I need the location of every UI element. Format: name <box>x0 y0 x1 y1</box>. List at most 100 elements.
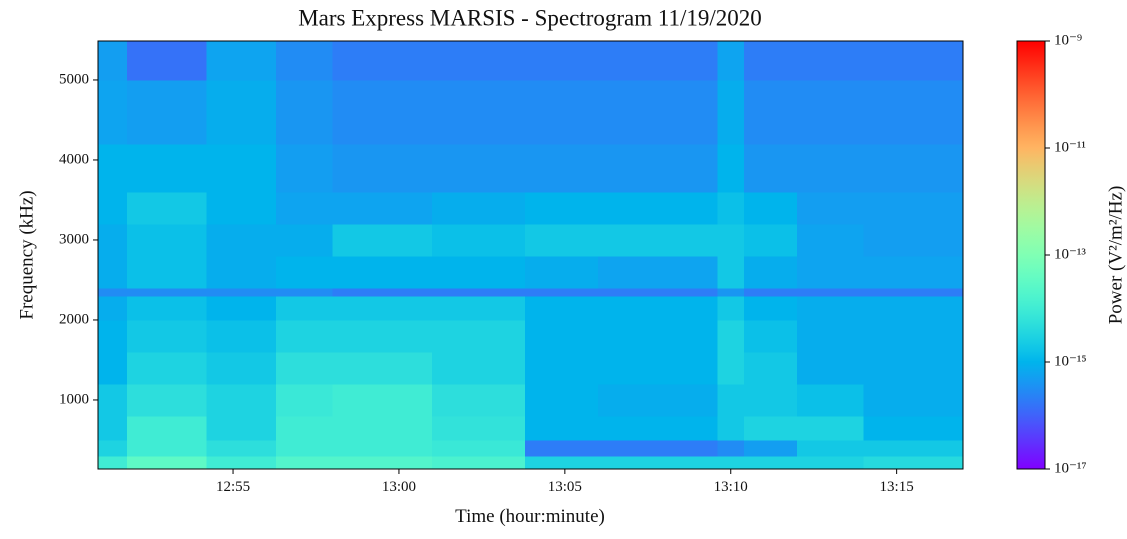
heatmap-cell <box>744 383 798 417</box>
heatmap-cell <box>98 415 128 441</box>
heatmap-cell <box>797 319 864 353</box>
heatmap-cell <box>98 351 128 385</box>
heatmap-cell <box>98 439 128 457</box>
heatmap-cell <box>276 191 334 225</box>
heatmap-cell <box>525 351 599 385</box>
heatmap-cell <box>525 319 599 353</box>
heatmap-cell <box>863 79 964 145</box>
x-tick-label: 13:15 <box>880 479 914 495</box>
heatmap-cell <box>717 439 745 457</box>
heatmap-cell <box>717 383 745 417</box>
colorbar-tick-label: 10⁻¹¹ <box>1054 139 1086 155</box>
heatmap-cell <box>276 255 334 289</box>
heatmap-cell <box>598 255 718 289</box>
heatmap-cell <box>863 287 964 297</box>
y-tick-label: 5000 <box>59 71 89 87</box>
heatmap-cell <box>98 191 128 225</box>
heatmap-cell <box>332 415 433 441</box>
heatmap-cell <box>598 455 718 470</box>
heatmap-cell <box>863 351 964 385</box>
heatmap-cell <box>276 143 334 193</box>
heatmap-cell <box>797 455 864 470</box>
heatmap-cell <box>525 79 599 145</box>
heatmap-cell <box>332 319 433 353</box>
y-tick-label: 4000 <box>59 151 89 167</box>
heatmap-cell <box>206 191 277 225</box>
heatmap-cell <box>98 455 128 470</box>
heatmap-cell <box>797 41 864 81</box>
x-tick-label: 13:00 <box>382 479 416 495</box>
heatmap-cell <box>126 351 207 385</box>
heatmap-cell <box>717 287 745 297</box>
heatmap-cell <box>126 295 207 321</box>
plot-frame <box>97 40 964 470</box>
heatmap-cell <box>797 79 864 145</box>
heatmap-cell <box>98 319 128 353</box>
heatmap-cell <box>206 455 277 470</box>
heatmap-cell <box>744 287 798 297</box>
heatmap-cell <box>598 383 718 417</box>
colorbar-label: Power (V²/m²/Hz) <box>1105 186 1126 325</box>
heatmap-cell <box>598 79 718 145</box>
y-tick-label: 3000 <box>59 231 89 247</box>
heatmap-cell <box>432 255 526 289</box>
x-tick-label: 12:55 <box>216 479 250 495</box>
y-tick-label: 1000 <box>59 391 89 407</box>
heatmap-cell <box>206 143 277 193</box>
heatmap-cell <box>744 255 798 289</box>
heatmap-cell <box>206 351 277 385</box>
heatmap-cell <box>797 255 864 289</box>
heatmap-cell <box>332 383 433 417</box>
heatmap-cell <box>98 383 128 417</box>
heatmap-cell <box>126 191 207 225</box>
heatmap-cell <box>432 191 526 225</box>
heatmap-cell <box>98 223 128 257</box>
heatmap-cell <box>98 79 128 145</box>
heatmap-cell <box>598 191 718 225</box>
heatmap-cell <box>525 287 599 297</box>
heatmap-cell <box>863 415 964 441</box>
colorbar-tick-label: 10⁻⁹ <box>1054 32 1082 48</box>
heatmap-cell <box>332 439 433 457</box>
colorbar <box>1016 40 1046 470</box>
heatmap-cell <box>717 351 745 385</box>
heatmap-cell <box>332 351 433 385</box>
heatmap-cell <box>206 415 277 441</box>
heatmap-cell <box>525 41 599 81</box>
heatmap-cell <box>206 41 277 81</box>
heatmap-cell <box>98 295 128 321</box>
heatmap-cell <box>126 415 207 441</box>
heatmap-cell <box>744 439 798 457</box>
heatmap-cell <box>717 415 745 441</box>
heatmap-cell <box>744 191 798 225</box>
heatmap-cell <box>432 287 526 297</box>
heatmap-cell <box>717 223 745 257</box>
heatmap-cell <box>126 319 207 353</box>
heatmap-cell <box>206 319 277 353</box>
heatmap-cell <box>797 351 864 385</box>
heatmap-cell <box>717 295 745 321</box>
heatmap-cell <box>598 295 718 321</box>
heatmap-cell <box>863 223 964 257</box>
heatmap-cell <box>332 255 433 289</box>
x-tick-label: 13:05 <box>548 479 582 495</box>
heatmap-cell <box>432 223 526 257</box>
heatmap-cell <box>276 79 334 145</box>
heatmap-cell <box>744 455 798 470</box>
heatmap-cell <box>717 255 745 289</box>
heatmap-cell <box>98 41 128 81</box>
heatmap-cell <box>432 415 526 441</box>
heatmap-cell <box>332 143 433 193</box>
heatmap-cell <box>432 455 526 470</box>
heatmap-cell <box>432 319 526 353</box>
heatmap-cell <box>98 287 128 297</box>
heatmap-cell <box>276 223 334 257</box>
heatmap-cell <box>276 295 334 321</box>
heatmap-cell <box>717 41 745 81</box>
heatmap-cell <box>276 383 334 417</box>
heatmap-cell <box>525 439 599 457</box>
heatmap-cell <box>863 41 964 81</box>
heatmap-cell <box>126 439 207 457</box>
heatmap-cell <box>332 79 433 145</box>
heatmap-cell <box>744 351 798 385</box>
